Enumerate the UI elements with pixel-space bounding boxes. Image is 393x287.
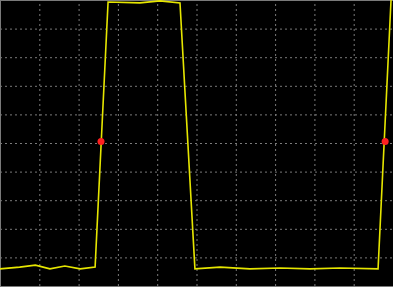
y-axis [0,1,393,287]
y-grid-line [0,229,393,230]
data-area [0,0,391,269]
x-grid-line [157,0,158,286]
y-grid-line [0,143,393,144]
y-grid-line [0,86,393,87]
y-tick [0,172,393,173]
x-axis [1,0,393,287]
x-tick [79,0,80,286]
y-tick [0,29,393,30]
trace [0,0,391,269]
y-grid-line [0,257,393,258]
y-tick [0,0,393,1]
x-tick [118,0,119,286]
y-tick [0,114,393,115]
y-grid-line [0,29,393,30]
y-tick [0,57,393,58]
y-grid-line [0,114,393,115]
y-axis-line [1,1,393,287]
x-grid-line [79,0,80,286]
plot [0,0,393,287]
y-tick [0,143,393,144]
y-grid-line [0,57,393,58]
y-tick [0,229,393,230]
chart [0,0,393,287]
y-grid-line [0,172,393,173]
y-tick [0,286,393,287]
x-tick [354,0,355,286]
x-grid-line [354,0,355,286]
y-grid-line [0,286,393,287]
y-grid-line [0,200,393,201]
marker [382,138,389,145]
y-grid-line [0,0,393,1]
marker [98,138,105,145]
background [0,0,393,287]
y-tick [0,257,393,258]
x-axis-line [1,0,393,287]
y-tick [0,200,393,201]
x-grid-line [118,0,119,286]
x-tick [157,0,158,286]
y-tick [0,86,393,87]
